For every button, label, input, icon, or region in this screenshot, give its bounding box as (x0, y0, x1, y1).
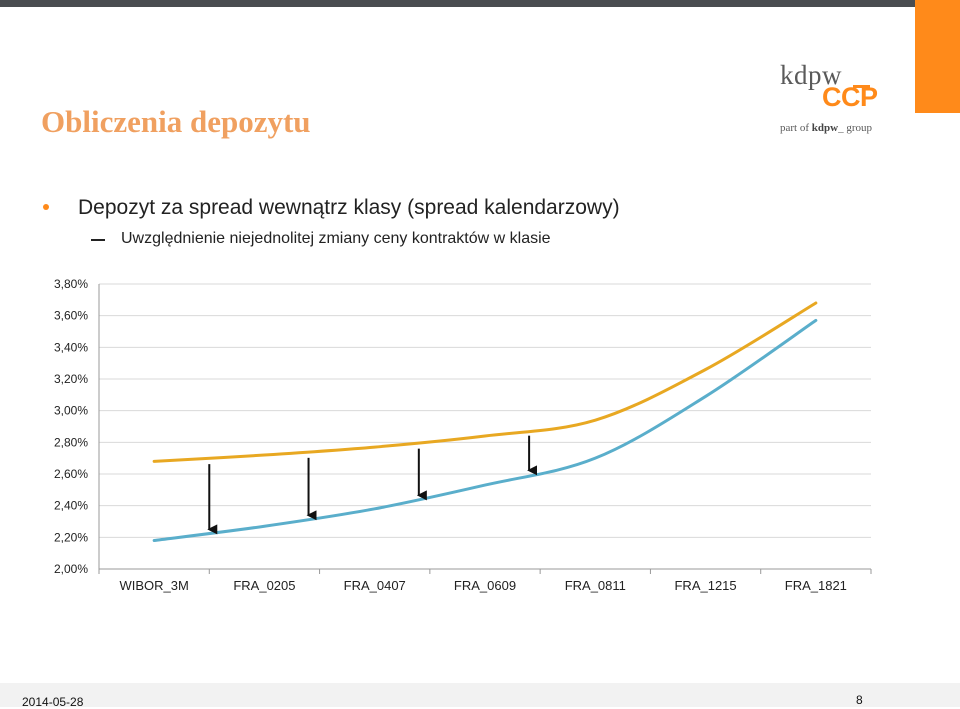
logo-kdpw-text: kdpw (780, 60, 842, 90)
y-tick-label: 2,60% (54, 467, 88, 481)
footer-date: 2014-05-28 (22, 695, 84, 709)
y-tick-label: 2,20% (54, 530, 88, 544)
y-tick-label: 3,00% (54, 404, 88, 418)
bullet-level2: Uwzględnienie niejednolitej zmiany ceny … (121, 230, 551, 247)
slide-title: Obliczenia depozytu (41, 104, 311, 139)
y-tick-label: 2,40% (54, 499, 88, 513)
orange-corner-block (915, 0, 960, 113)
series-line-2 (152, 318, 818, 542)
x-tick-label: FRA_0205 (233, 578, 295, 593)
series-line-1 (152, 301, 818, 463)
y-tick-label: 2,80% (54, 435, 88, 449)
line-chart: 2,00% 2,20% 2,40% 2,60% 2,80% 3,00% 3,20% 3,40%… (54, 277, 872, 593)
bullet-level1: Depozyt za spread wewnątrz klasy (spread… (78, 196, 620, 219)
x-tick-label: FRA_0811 (565, 578, 626, 593)
logo-underscore (853, 85, 870, 88)
logo-ccp-text: CCP (822, 82, 878, 112)
kdpw-ccp-logo: kdpw CCP part of kdpw_ group (778, 60, 878, 140)
y-tick-label: 3,60% (54, 309, 88, 323)
footer-bar (0, 683, 960, 707)
y-tick-label: 3,40% (54, 340, 88, 354)
dash-icon (91, 239, 105, 241)
page-number: 8 (856, 693, 863, 707)
x-tick-label: FRA_0407 (344, 578, 406, 593)
logo-tagline: part of kdpw_ group (780, 122, 872, 134)
x-tick-label: WIBOR_3M (119, 578, 188, 593)
y-tick-label: 3,20% (54, 372, 88, 386)
x-tick-label: FRA_1215 (674, 578, 736, 593)
y-tick-label: 2,00% (54, 562, 88, 576)
y-tick-label: 3,80% (54, 277, 88, 291)
x-tick-label: FRA_1821 (785, 578, 847, 593)
top-bar (0, 0, 960, 7)
x-tick-label: FRA_0609 (454, 578, 516, 593)
bullet-dot-icon (43, 204, 49, 210)
